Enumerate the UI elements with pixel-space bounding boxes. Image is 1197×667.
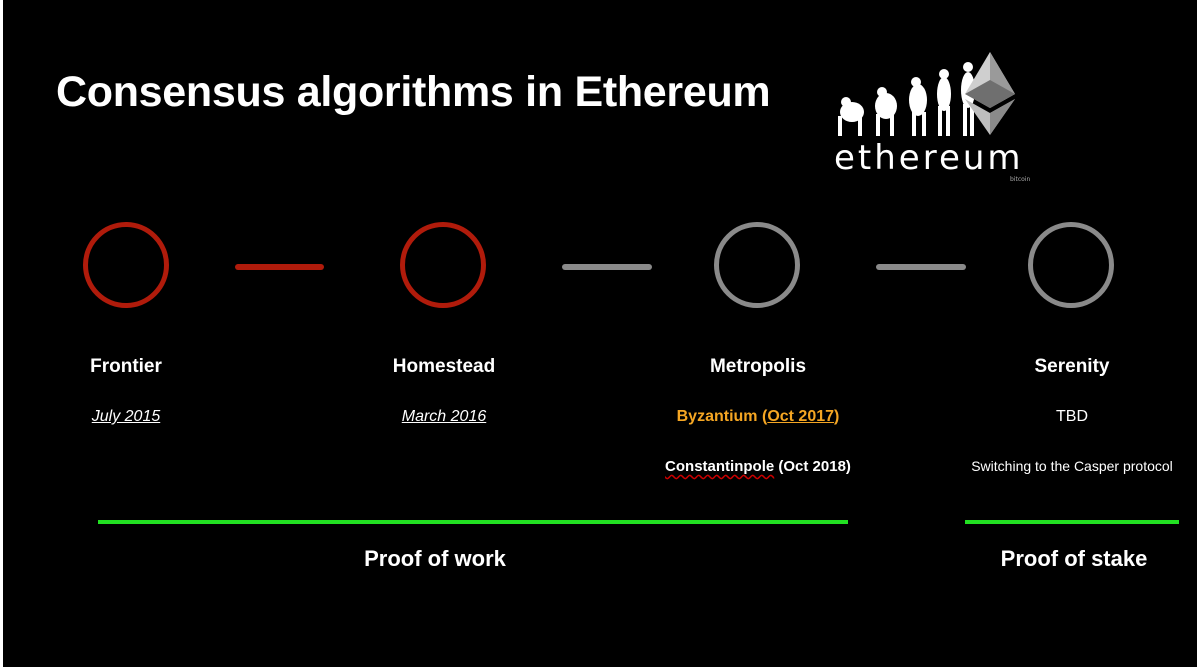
stage-name-homestead: Homestead xyxy=(392,356,496,377)
homestead-circle xyxy=(400,222,486,308)
metropolis-circle xyxy=(714,222,800,308)
frontier-date-text: July 2015 xyxy=(91,408,161,425)
stage-name-frontier: Frontier xyxy=(90,356,162,377)
proof-of-stake-bar xyxy=(965,520,1179,524)
slide-title: Consensus algorithms in Ethereum xyxy=(56,68,771,116)
logo-tiny-text: bitcoin xyxy=(1010,176,1031,183)
proof-of-stake-label: Proof of stake xyxy=(1000,546,1148,571)
byzantium-paren-open: ( xyxy=(761,408,768,425)
stage-date-homestead: March 2016 xyxy=(324,408,564,426)
frontier-circle xyxy=(83,222,169,308)
stage-sub-metropolis: Constantinpole (Oct 2018) xyxy=(628,458,888,475)
logo-wordmark: ethereum xyxy=(834,138,1024,178)
stage-date-metropolis: Byzantium (Oct 2017) xyxy=(638,408,878,426)
proof-of-work-bar xyxy=(98,520,848,524)
connector-frontier-homestead xyxy=(235,264,324,270)
homestead-date-text: March 2016 xyxy=(401,408,487,425)
ethereum-logo: ethereum bitcoin xyxy=(830,50,1030,185)
stage-date-frontier: July 2015 xyxy=(6,408,246,426)
serenity-circle xyxy=(1028,222,1114,308)
stage-sub-serenity: Switching to the Casper protocol xyxy=(971,458,1173,474)
connector-homestead-metropolis xyxy=(562,264,652,270)
stage-name-metropolis: Metropolis xyxy=(709,356,807,377)
byzantium-date: Oct 2017 xyxy=(767,408,835,425)
constantinople-label: Constantinpole xyxy=(665,458,775,475)
stage-name-serenity: Serenity xyxy=(1034,356,1110,377)
byzantium-label: Byzantium xyxy=(676,408,758,425)
connector-metropolis-serenity xyxy=(876,264,966,270)
ethereum-diamond-icon xyxy=(965,52,1015,135)
constantinople-date: (Oct 2018) xyxy=(778,458,851,475)
evolution-icon xyxy=(838,52,1015,136)
byzantium-paren-close: ) xyxy=(834,408,840,425)
stage-date-serenity: TBD xyxy=(1056,408,1088,425)
proof-of-work-label: Proof of work xyxy=(364,546,506,571)
slide-edge xyxy=(0,0,3,667)
